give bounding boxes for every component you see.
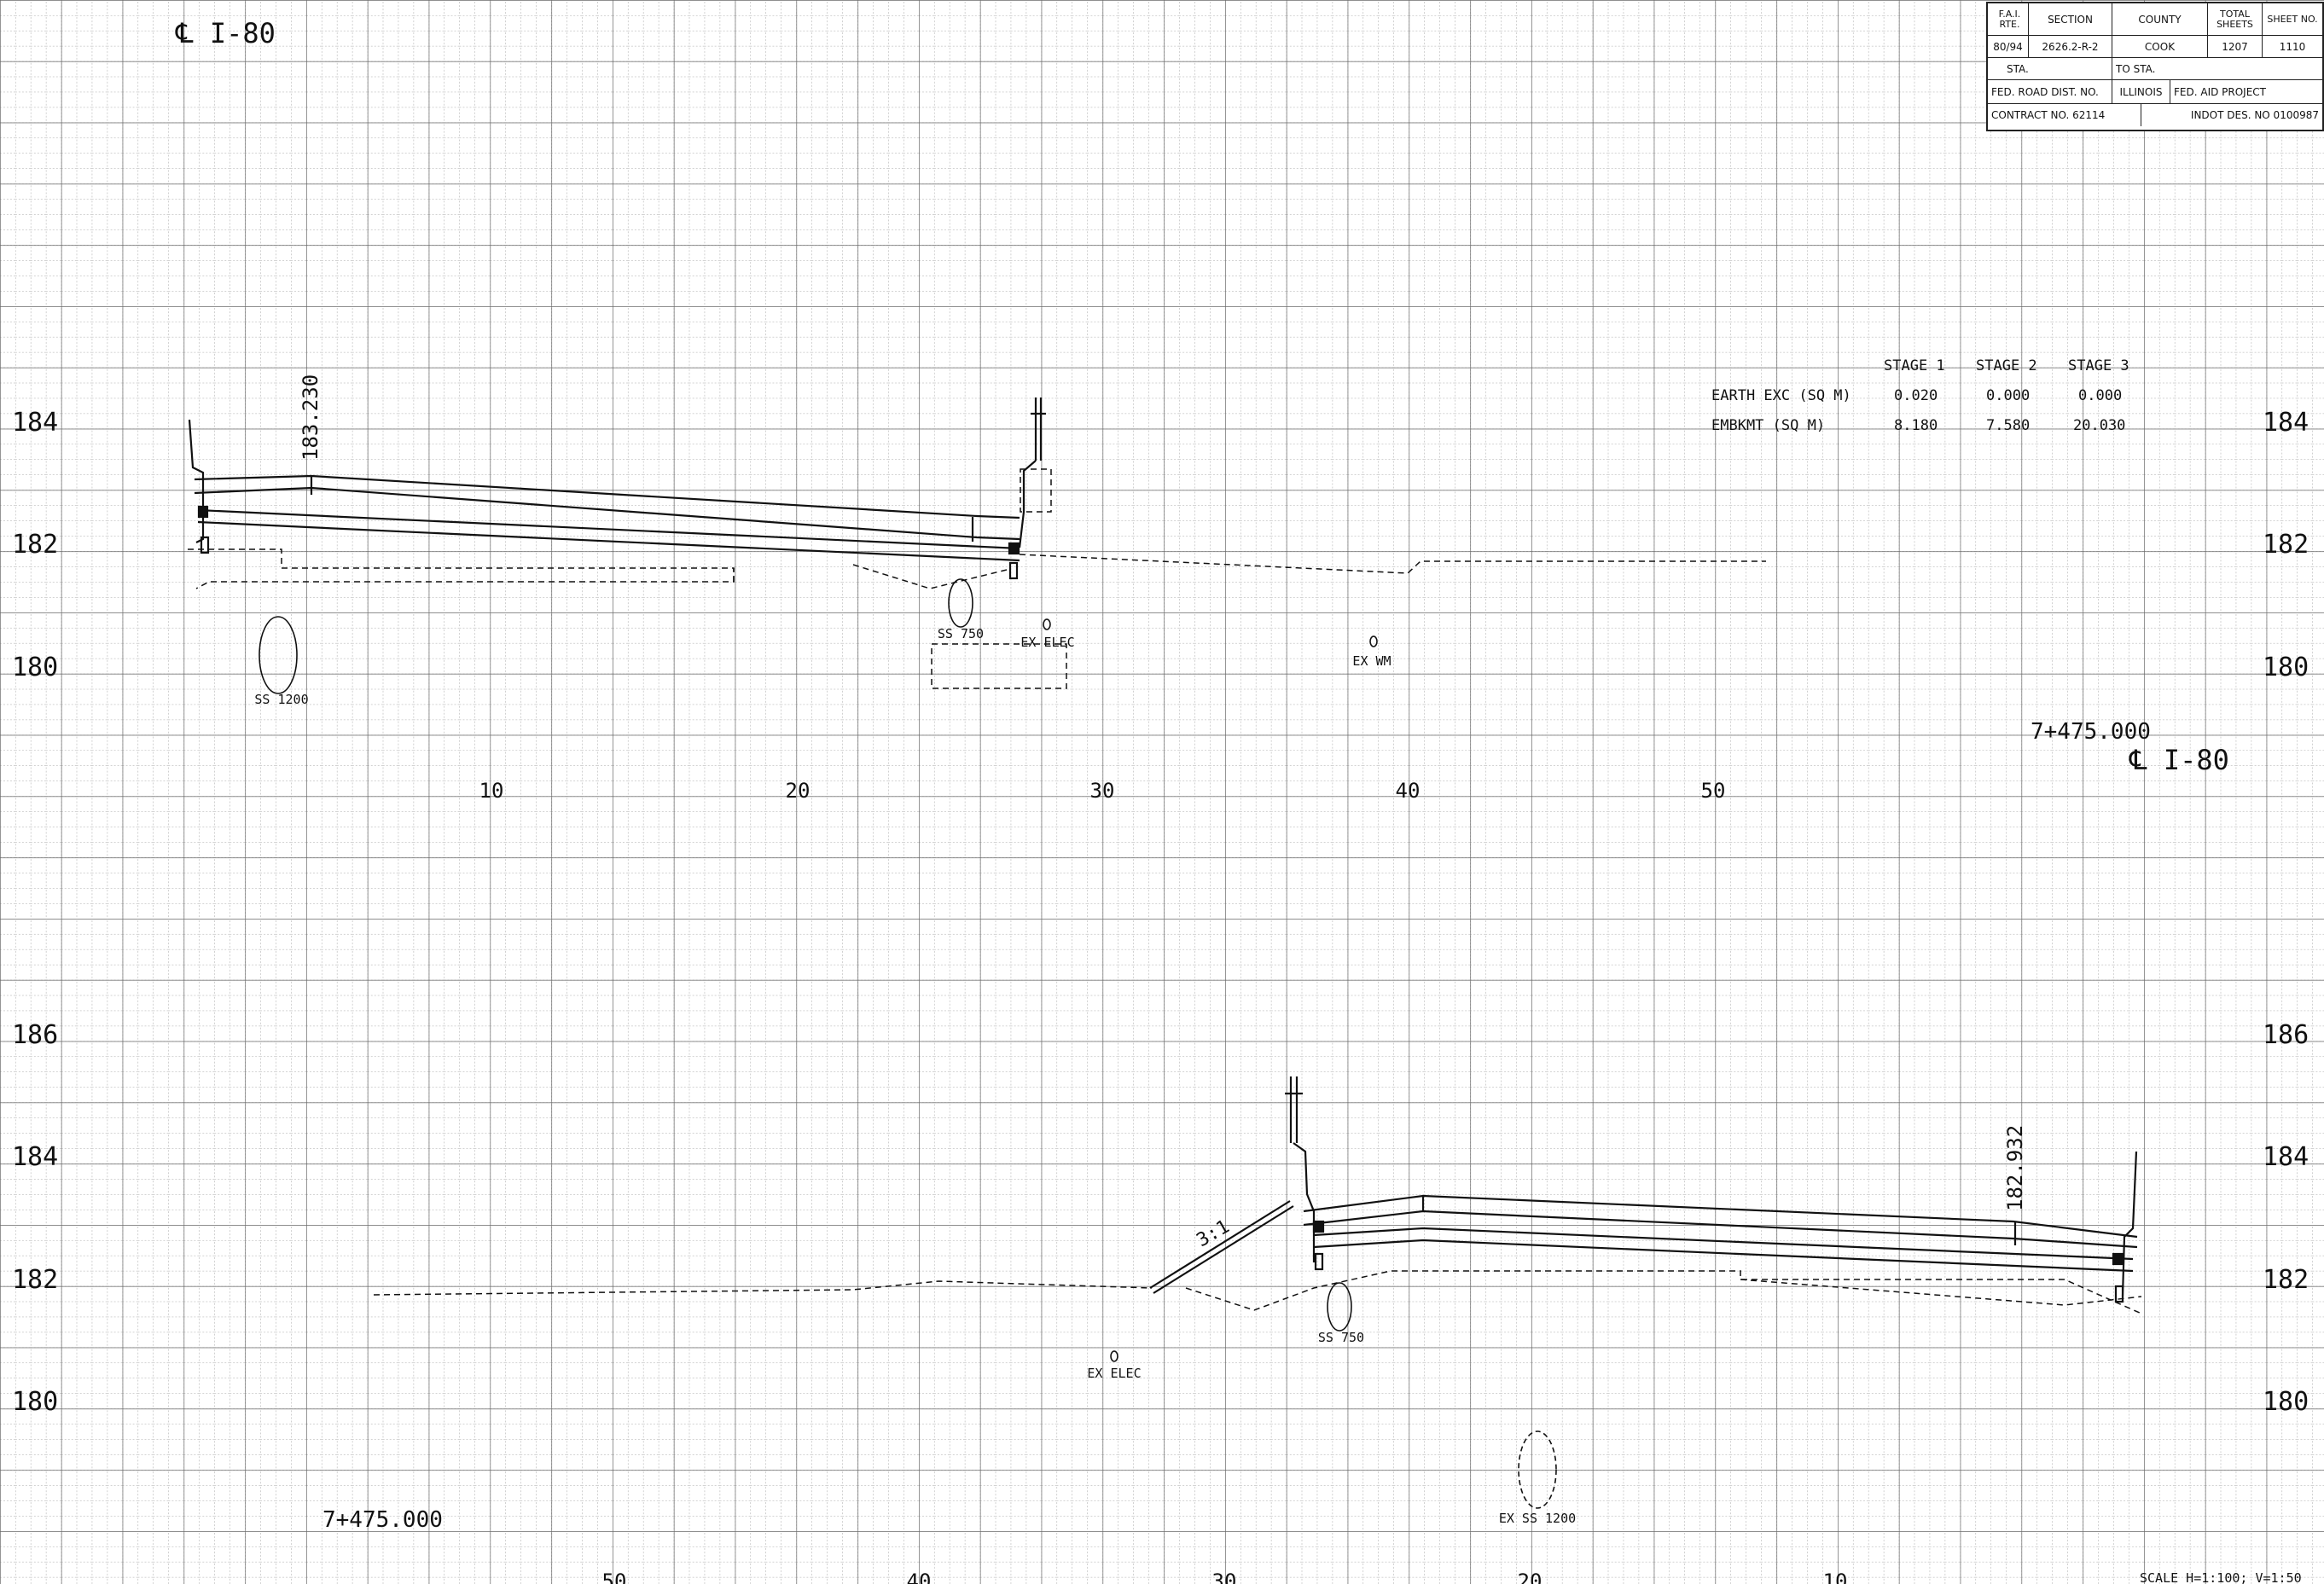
bottom-offset-labels: 50 40 30 20 10 [602, 1569, 1848, 1584]
title-state-value: ILLINOIS [2112, 80, 2170, 104]
qty-header-stage3: STAGE 3 [2068, 357, 2129, 374]
top-elev-left-180: 180 [12, 653, 58, 682]
top-existing-ground [188, 468, 1766, 689]
top-centerline-label: ℄ I-80 [175, 17, 276, 49]
bottom-elev-left-182: 182 [12, 1265, 58, 1295]
bottom-utility-labels: SS 750 EX ELEC EX SS 1200 [1087, 1330, 1576, 1526]
bottom-elev-right-182: 182 [2263, 1265, 2309, 1295]
top-elev-right-184: 184 [2263, 408, 2309, 438]
bottom-offset-50: 50 [602, 1569, 627, 1584]
bottom-ex-elec-marker [1110, 1350, 1118, 1362]
top-elevation-labels-left: 184 182 180 [12, 408, 58, 682]
bottom-offset-30: 30 [1212, 1569, 1237, 1584]
bottom-offset-20: 20 [1518, 1569, 1543, 1584]
title-rte-label: F.A.I. RTE. [1988, 3, 2029, 36]
qty-row1-stage1: 0.020 [1894, 387, 1938, 404]
top-section: ℄ I-80 184 182 180 184 182 180 10 20 30 … [12, 17, 2309, 803]
bottom-proposed-section [1149, 1076, 2138, 1303]
title-section-value: 2626.2-R-2 [2029, 36, 2112, 58]
top-elev-right-182: 182 [2263, 530, 2309, 560]
bottom-utilities [1110, 1282, 1557, 1509]
title-county-label: COUNTY [2112, 3, 2208, 36]
top-offset-10: 10 [479, 779, 504, 803]
bottom-station-label: 7+475.000 [322, 1507, 443, 1533]
bottom-elev-right-184: 184 [2263, 1142, 2309, 1172]
top-ex-wm-marker [1369, 635, 1378, 647]
top-proposed-section [188, 397, 1046, 580]
title-sheet-no-label: SHEET NO. [2263, 3, 2322, 36]
scale-note: SCALE H=1:100; V=1:50 [2140, 1570, 2302, 1584]
bottom-elevation-labels-left: 186 184 182 180 [12, 1020, 58, 1417]
bottom-ex-ss1200-pipe [1518, 1430, 1557, 1509]
top-label-ex-wm: EX WM [1352, 653, 1391, 669]
qty-header-stage2: STAGE 2 [1976, 357, 2037, 374]
title-indot-label: INDOT DES. NO 0100987 [2190, 109, 2319, 121]
qty-row1-stage2: 0.000 [1986, 387, 2030, 404]
top-utilities [259, 578, 1378, 694]
top-offset-30: 30 [1090, 779, 1115, 803]
bottom-elev-left-180: 180 [12, 1387, 58, 1417]
top-ss750-pipe [948, 578, 973, 628]
title-total-sheets-value: 1207 [2208, 36, 2263, 58]
bottom-offset-10: 10 [1823, 1569, 1848, 1584]
quantities-table: STAGE 1 STAGE 2 STAGE 3 EARTH EXC (SQ M)… [1711, 357, 2129, 434]
bottom-grade-elevation: 182.932 [2003, 1125, 2027, 1211]
top-offset-20: 20 [786, 779, 810, 803]
top-offset-50: 50 [1701, 779, 1726, 803]
top-elev-right-180: 180 [2263, 653, 2309, 682]
qty-row2-label: EMBKMT (SQ M) [1711, 417, 1825, 434]
qty-row2-stage2: 7.580 [1986, 417, 2030, 434]
bottom-ss750-pipe [1327, 1282, 1352, 1332]
title-sta-label: STA. [1988, 58, 2112, 80]
bottom-offset-40: 40 [907, 1569, 932, 1584]
qty-row1-stage3: 0.000 [2078, 387, 2122, 404]
top-station-label: 7+475.000 [2031, 719, 2151, 745]
bottom-elevation-labels-right: 186 184 182 180 [2263, 1020, 2309, 1417]
title-total-sheets-label: TOTAL SHEETS [2208, 3, 2263, 36]
bottom-elev-left-184: 184 [12, 1142, 58, 1172]
title-block: F.A.I. RTE. SECTION COUNTY TOTAL SHEETS … [1986, 2, 2324, 131]
bottom-elev-left-186: 186 [12, 1020, 58, 1050]
title-contract-label: CONTRACT NO. 62114 [1988, 104, 2141, 126]
qty-row2-stage1: 8.180 [1894, 417, 1938, 434]
top-label-ss1200: SS 1200 [254, 692, 308, 707]
title-sheet-no-value: 1110 [2263, 36, 2322, 58]
top-ss1200-pipe [259, 616, 298, 694]
bottom-elev-right-186: 186 [2263, 1020, 2309, 1050]
bottom-elev-right-180: 180 [2263, 1387, 2309, 1417]
title-section-label: SECTION [2029, 3, 2112, 36]
top-offset-40: 40 [1396, 779, 1421, 803]
title-fed-aid-project-label: FED. AID PROJECT [2170, 80, 2322, 104]
top-offset-labels: 10 20 30 40 50 [479, 779, 1726, 803]
top-elev-left-182: 182 [12, 530, 58, 560]
top-label-ex-elec: EX ELEC [1020, 635, 1074, 650]
qty-row2-stage3: 20.030 [2073, 417, 2125, 434]
top-utility-labels: SS 1200 SS 750 EX ELEC EX WM [254, 626, 1391, 707]
top-label-ss750: SS 750 [938, 626, 984, 641]
top-elevation-labels-right: 184 182 180 [2263, 408, 2309, 682]
title-to-sta-label: TO STA. [2112, 58, 2322, 80]
bottom-label-ex-ss1200: EX SS 1200 [1499, 1511, 1576, 1526]
top-elev-left-184: 184 [12, 408, 58, 438]
bottom-label-ss750: SS 750 [1318, 1330, 1364, 1345]
title-rte-value: 80/94 [1988, 36, 2029, 58]
qty-header-stage1: STAGE 1 [1884, 357, 1945, 374]
top-centerline-label-right: ℄ I-80 [2129, 744, 2229, 776]
top-ex-elec-marker [1043, 618, 1051, 630]
top-grade-elevation: 183.230 [299, 374, 322, 461]
title-fed-road-dist-label: FED. ROAD DIST. NO. [1988, 80, 2112, 104]
qty-row1-label: EARTH EXC (SQ M) [1711, 387, 1851, 404]
title-county-value: COOK [2112, 36, 2208, 58]
bottom-existing-ground [373, 1270, 2142, 1314]
bottom-label-ex-elec: EX ELEC [1087, 1366, 1141, 1381]
